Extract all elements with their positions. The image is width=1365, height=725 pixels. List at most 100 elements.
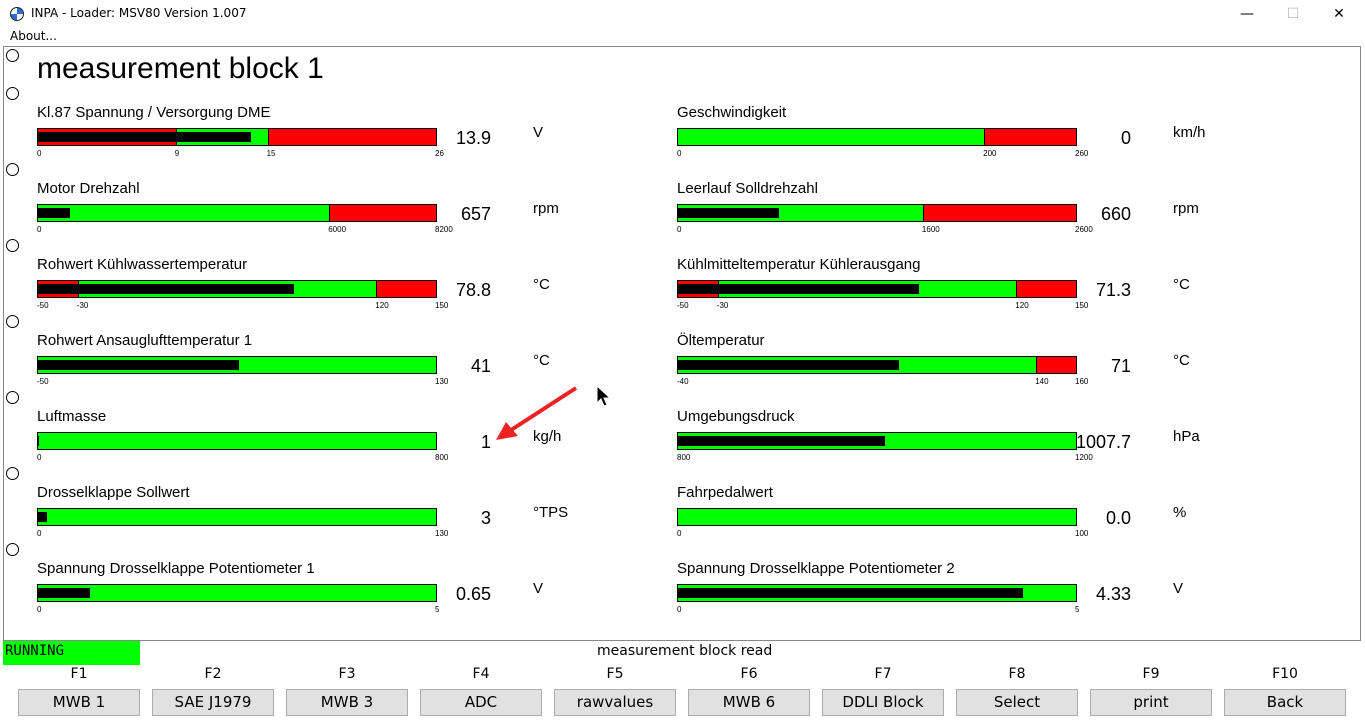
measurement-label: Rohwert Kühlwassertemperatur	[37, 256, 248, 273]
gauge-bar	[37, 356, 437, 374]
gauge-tick-label: 120	[375, 301, 389, 310]
radio-button[interactable]	[6, 391, 19, 404]
gauge-threshold-line	[1036, 357, 1038, 373]
gauge-tick-label: 120	[1015, 301, 1029, 310]
gauge-alarm-zone	[1036, 357, 1076, 373]
gauge-tick-label: -30	[716, 301, 729, 310]
measurement-label: Öltemperatur	[677, 332, 765, 349]
measurement-unit: rpm	[533, 200, 559, 217]
radio-button[interactable]	[6, 239, 19, 252]
gauge-tick-label: 260	[1075, 149, 1089, 158]
gauge-bar	[37, 204, 437, 222]
gauge-bar	[37, 128, 437, 146]
gauge-alarm-zone	[376, 281, 436, 297]
maximize-button[interactable]: ☐	[1286, 6, 1300, 22]
radio-button[interactable]	[6, 543, 19, 556]
gauge-tick-label: 0	[37, 605, 42, 614]
measurement-value: 3	[480, 508, 491, 528]
gauge-bar	[677, 584, 1077, 602]
gauge-threshold-line	[922, 205, 924, 221]
measurement-value: 0.65	[455, 584, 491, 604]
function-button-f5[interactable]: rawvalues	[554, 689, 676, 716]
measurement-unit: hPa	[1173, 428, 1200, 445]
measurement-value: 78.8	[455, 280, 491, 300]
gauge-tick-label: 0	[677, 225, 682, 234]
gauge-reading-fill	[678, 208, 780, 218]
function-key-label: F8	[1008, 666, 1026, 682]
measurement-label: Motor Drehzahl	[37, 180, 140, 197]
gauge-bar	[677, 128, 1077, 146]
gauge-tick-label: 26	[435, 149, 444, 158]
page-title: measurement block 1	[37, 52, 324, 85]
measurement-label: Spannung Drosselklappe Potentiometer 2	[677, 560, 955, 577]
measurement-label: Drosselklappe Sollwert	[37, 484, 190, 501]
measurement-label: Kühlmitteltemperatur Kühlerausgang	[677, 256, 921, 273]
measurement-unit: °C	[533, 352, 550, 369]
measurement-value: 71.3	[1095, 280, 1131, 300]
gauge-tick-label: 1200	[1075, 453, 1093, 462]
gauge-tick-label: 9	[174, 149, 180, 158]
gauge-tick-label: 150	[435, 301, 449, 310]
function-button-f10[interactable]: Back	[1224, 689, 1346, 716]
measurement-value: 657	[460, 204, 491, 224]
function-key-label: F7	[874, 666, 892, 682]
gauge-tick-label: 800	[677, 453, 691, 462]
menu-about[interactable]: About...	[10, 29, 57, 43]
function-button-f2[interactable]: SAE J1979	[152, 689, 274, 716]
measurement-unit: kg/h	[533, 428, 562, 445]
gauge-threshold-line	[376, 281, 378, 297]
function-key-label: F2	[204, 666, 222, 682]
function-button-f4[interactable]: ADC	[420, 689, 542, 716]
function-key-label: F3	[338, 666, 356, 682]
function-button-f1[interactable]: MWB 1	[18, 689, 140, 716]
measurement-unit: °C	[533, 276, 550, 293]
radio-button[interactable]	[6, 467, 19, 480]
gauge-tick-label: 0	[37, 453, 42, 462]
gauge-tick-label: 140	[1035, 377, 1049, 386]
gauge-reading-fill	[38, 588, 90, 598]
measurement-unit: V	[533, 124, 544, 141]
function-button-f3[interactable]: MWB 3	[286, 689, 408, 716]
measurement-value: 4.33	[1095, 584, 1131, 604]
gauge-bar	[37, 280, 437, 298]
function-key-label: F4	[472, 666, 490, 682]
measurement-value: 71	[1110, 356, 1131, 376]
gauge-threshold-line	[267, 129, 269, 145]
radio-button[interactable]	[6, 49, 19, 62]
gauge-tick-label: 200	[983, 149, 997, 158]
gauge-threshold-line	[984, 129, 986, 145]
radio-button[interactable]	[6, 163, 19, 176]
gauge-tick-label: 8200	[435, 225, 453, 234]
measurement-label: Luftmasse	[37, 408, 107, 425]
gauge-alarm-zone	[329, 205, 436, 221]
radio-button[interactable]	[6, 315, 19, 328]
function-button-f6[interactable]: MWB 6	[688, 689, 810, 716]
gauge-tick-label: 0	[37, 149, 42, 158]
measurement-label: Rohwert Ansauglufttemperatur 1	[37, 332, 253, 349]
gauge-alarm-zone	[267, 129, 436, 145]
gauge-tick-label: 130	[435, 377, 449, 386]
gauge-tick-label: 0	[677, 529, 682, 538]
gauge-tick-label: 100	[1075, 529, 1089, 538]
gauge-bar	[677, 508, 1077, 526]
function-button-f9[interactable]: print	[1090, 689, 1212, 716]
gauge-bar	[37, 508, 437, 526]
minimize-button[interactable]: —	[1240, 6, 1254, 22]
gauge-reading-fill	[38, 132, 251, 142]
function-key-label: F9	[1142, 666, 1160, 682]
function-button-f8[interactable]: Select	[956, 689, 1078, 716]
gauge-bar	[677, 432, 1077, 450]
bmw-logo-icon	[10, 7, 24, 21]
radio-button[interactable]	[6, 87, 19, 100]
measurement-value: 660	[1100, 204, 1131, 224]
gauge-tick-label: -30	[76, 301, 89, 310]
function-button-f7[interactable]: DDLI Block	[822, 689, 944, 716]
annotation-arrow-icon	[496, 386, 578, 440]
gauge-reading-fill	[678, 284, 920, 294]
gauge-tick-label: 0	[37, 225, 42, 234]
gauge-bar	[677, 204, 1077, 222]
gauge-bar	[677, 356, 1077, 374]
gauge-tick-label: 6000	[328, 225, 347, 234]
close-button[interactable]: ✕	[1333, 6, 1345, 22]
title-bar: INPA - Loader: MSV80 Version 1.007 — ☐ ✕	[0, 0, 1365, 28]
